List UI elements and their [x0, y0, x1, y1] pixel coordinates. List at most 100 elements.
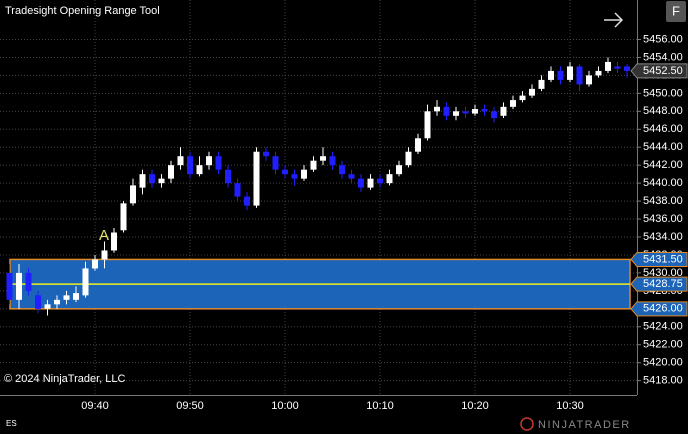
y-tick-label: 5418.00 [643, 375, 683, 387]
candle-body [329, 156, 336, 166]
candle-body [206, 156, 212, 166]
x-tick-label: 10:10 [366, 400, 394, 412]
candle-body [377, 178, 383, 184]
candle-body [481, 109, 488, 112]
candle-body [434, 106, 440, 112]
candle-body [272, 156, 279, 170]
candle-body [149, 174, 155, 184]
price-tag-label: 5426.00 [643, 303, 683, 315]
candle-body [35, 295, 41, 309]
candle-body [358, 178, 364, 188]
candle-body [538, 79, 545, 89]
candle-body [120, 203, 127, 231]
y-tick-label: 5438.00 [643, 195, 683, 207]
y-tick-label: 5450.00 [643, 87, 683, 99]
copyright: © 2024 NinjaTrader, LLC [4, 373, 125, 385]
candle-body [73, 293, 79, 300]
candle-body [557, 70, 564, 80]
candle-body [282, 169, 288, 175]
price-tag-label: 5452.50 [643, 65, 683, 77]
x-tick-label: 10:20 [461, 400, 489, 412]
price-tag [630, 301, 688, 317]
y-tick-label: 5440.00 [643, 177, 683, 189]
candle-body [614, 66, 621, 69]
candle-body [92, 259, 98, 269]
y-tick-label: 5434.00 [643, 231, 683, 243]
y-tick-label: 5422.00 [643, 339, 683, 351]
candle-body [491, 111, 497, 119]
candle-body [472, 109, 478, 114]
candle-body [339, 165, 345, 175]
candle-body [234, 183, 241, 197]
candle-body [453, 111, 459, 116]
candle-body [567, 66, 573, 80]
brand-logo [520, 417, 534, 431]
nav-arrow[interactable] [604, 12, 624, 28]
candle-body [548, 70, 554, 80]
y-tick-label: 5420.00 [643, 357, 683, 369]
candle-body [595, 70, 602, 76]
candle-body [348, 174, 355, 179]
menu-button-label[interactable]: F [672, 3, 680, 18]
annotation: A [99, 227, 109, 244]
x-tick-label: 10:30 [556, 400, 584, 412]
candle-body [25, 272, 32, 291]
candle-body [6, 272, 13, 300]
candle-body [158, 178, 165, 184]
y-tick-label: 5436.00 [643, 213, 683, 225]
candle-body [130, 185, 136, 204]
candle-body [310, 160, 317, 170]
price-tag [630, 251, 688, 267]
candle-body [291, 174, 298, 179]
y-tick-label: 5456.00 [643, 33, 683, 45]
candle-body [586, 75, 592, 85]
y-tick-label: 5448.00 [643, 105, 683, 117]
candle-body [529, 88, 535, 96]
candle-body [605, 61, 611, 71]
y-tick-label: 5446.00 [643, 123, 683, 135]
menu-button[interactable] [666, 1, 686, 22]
candle-body [405, 151, 412, 166]
candle-body [139, 174, 146, 188]
candle-body [396, 165, 402, 175]
candle-body [301, 169, 307, 179]
y-tick-label: 5430.00 [643, 267, 683, 279]
candle-body [253, 151, 260, 206]
candle-body [244, 196, 250, 206]
candle-body [44, 304, 51, 309]
candle-body [215, 156, 222, 170]
candle-body [54, 299, 60, 305]
candle-body [576, 66, 583, 85]
x-tick-label: 10:00 [271, 400, 299, 412]
candle-body [386, 174, 393, 184]
candle-body [82, 268, 89, 296]
candle-body [519, 95, 526, 101]
candle-body [177, 156, 184, 166]
chart-title: Tradesight Opening Range Tool [5, 5, 160, 17]
candle-body [443, 106, 450, 116]
candle-body [101, 250, 108, 260]
price-tag-label: 5428.75 [643, 278, 683, 290]
price-tag-label: 5431.50 [643, 253, 683, 265]
candle-body [196, 165, 203, 175]
candle-body [424, 111, 431, 139]
candle-body [320, 156, 326, 161]
candle-body [168, 165, 174, 179]
candle-body [16, 272, 22, 300]
x-tick-label: 09:40 [81, 400, 109, 412]
candle-body [187, 156, 193, 175]
brand: NINJATRADER [538, 419, 631, 431]
candle-body [111, 232, 117, 251]
y-axis: 5418.00 5420.00 5422.00 5424.00 5426.00 5428.… [630, 33, 688, 387]
price-tag [630, 63, 688, 79]
candle-body [225, 169, 231, 184]
x-tick-label: 09:50 [176, 400, 204, 412]
candle-body [510, 100, 516, 107]
y-tick-label: 5444.00 [643, 141, 683, 153]
plot-area [6, 57, 631, 316]
instrument: ES [6, 419, 17, 428]
candle-body [63, 295, 70, 300]
candle-body [462, 111, 469, 114]
